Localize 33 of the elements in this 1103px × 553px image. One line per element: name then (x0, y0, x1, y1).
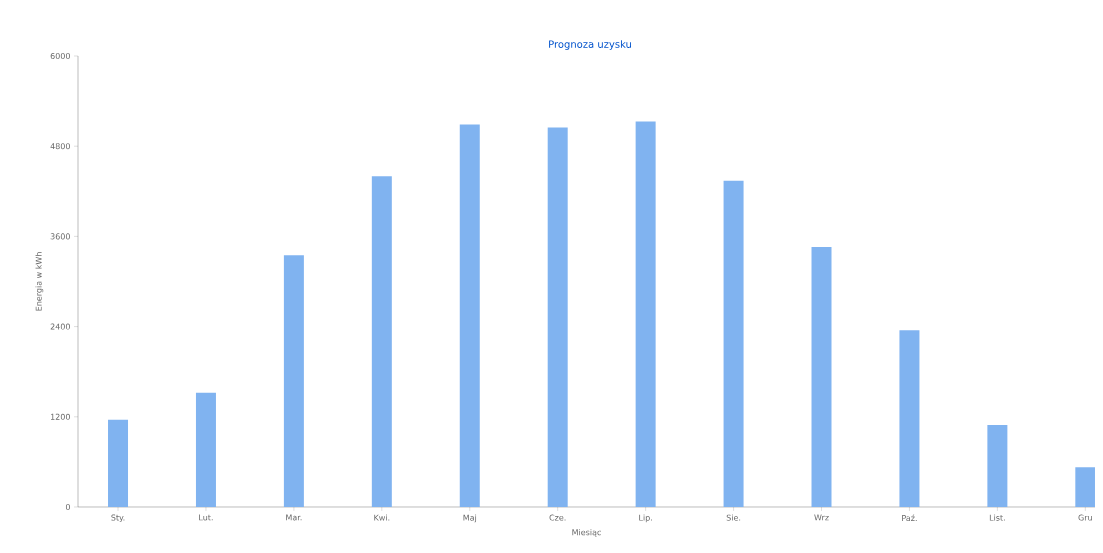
bar (371, 176, 392, 507)
x-tick-label: Lut. (199, 514, 213, 521)
bar (547, 127, 568, 507)
x-tick-label: Kwi. (374, 514, 390, 521)
y-tick-label: 3600 (50, 233, 70, 240)
x-tick-label: Sie. (726, 514, 741, 521)
x-tick-label: Sty. (111, 514, 125, 523)
bar (987, 425, 1008, 507)
x-tick-label: Wrz (814, 514, 829, 521)
bar (108, 419, 129, 507)
bar (459, 124, 480, 507)
y-tick-label: 4800 (50, 143, 70, 150)
bar (811, 246, 832, 507)
bar (723, 180, 744, 507)
chart-title: Prognoza uzysku (549, 40, 631, 50)
bar (635, 121, 656, 507)
x-tick-label: Gru (1078, 514, 1092, 521)
bar (195, 392, 216, 507)
x-tick-label: Paź. (902, 514, 917, 522)
y-tick-label: 2400 (50, 323, 70, 330)
x-tick-label: Mar. (286, 514, 302, 521)
x-tick-label: Cze. (549, 514, 566, 521)
y-tick-label: 1200 (51, 413, 70, 420)
bar (899, 330, 920, 507)
bar (283, 255, 304, 507)
x-tick-label: Lip. (639, 514, 652, 523)
y-axis-title: Energia w kWh (35, 252, 44, 311)
x-tick-label: List. (989, 514, 1005, 521)
bar (1075, 467, 1095, 507)
y-tick-label: 6000 (50, 52, 70, 60)
y-tick-label: 0 (65, 503, 70, 511)
x-axis-title: Miesiąc (572, 529, 601, 537)
x-tick-label: Maj (463, 514, 477, 523)
